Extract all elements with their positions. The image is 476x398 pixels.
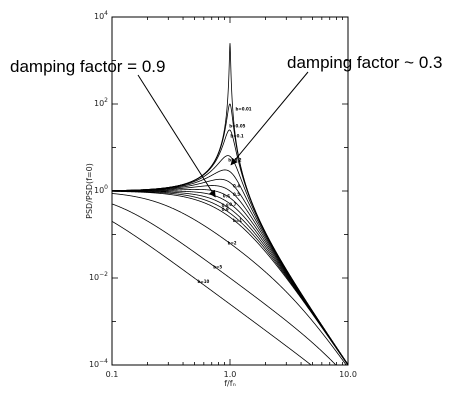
x-tick-label: 10.0 [339, 370, 357, 379]
y-tick-label: 104 [94, 10, 108, 21]
series-label-5: 0.4 [233, 184, 240, 189]
y-tick-label: 10−2 [89, 271, 108, 282]
series-line-13 [112, 203, 337, 365]
series-label-8: 0.7 [229, 202, 236, 207]
annotation-arrow-09 [137, 74, 216, 198]
series-label-6: 0.5 [233, 192, 240, 197]
series-line-3 [112, 155, 348, 365]
series-label-14: b=10 [198, 279, 210, 284]
x-tick-label: 0.1 [106, 370, 119, 379]
x-tick-label: 1.0 [224, 370, 237, 379]
series-line-1 [112, 103, 348, 365]
series-group [112, 43, 348, 365]
series-label-13: b=5 [213, 265, 222, 270]
x-axis-label: f/fₙ [224, 379, 236, 388]
y-axis-label: PSD/PSD(f=0) [85, 163, 94, 219]
series-label-1: b=0.05 [229, 124, 245, 129]
y-tick-label: 10−4 [89, 358, 108, 369]
series-label-9: 0.8 [222, 203, 229, 208]
series-line-12 [112, 193, 347, 365]
series-line-11 [112, 190, 348, 365]
y-tick-label: 100 [94, 184, 108, 195]
series-label-11: b=1 [233, 218, 242, 223]
series-labels: b=0.01b=0.05b=0.1b=0.20.40.50.60.70.80.9… [198, 107, 252, 284]
series-label-10: 0.9 [222, 207, 229, 212]
annotation-damping-03: damping factor ~ 0.3 [230, 53, 442, 166]
series-label-2: b=0.1 [230, 134, 244, 139]
series-line-7 [112, 189, 348, 365]
x-axis: 0.1 1.0 10.0 [106, 17, 357, 379]
series-line-2 [112, 129, 348, 365]
y-axis: 10−4 10−2 100 102 104 [89, 10, 348, 369]
annotation-arrow-03 [230, 71, 309, 166]
series-line-14 [112, 220, 312, 365]
y-tick-label: 102 [94, 97, 108, 108]
annotation-text-09: damping factor = 0.9 [10, 57, 165, 76]
series-label-7: 0.6 [223, 193, 230, 198]
series-label-12: b=2 [228, 241, 237, 246]
annotation-damping-09: damping factor = 0.9 [10, 57, 216, 198]
series-line-6 [112, 185, 348, 365]
series-label-0: b=0.01 [236, 107, 252, 112]
annotation-text-03: damping factor ~ 0.3 [287, 53, 442, 72]
